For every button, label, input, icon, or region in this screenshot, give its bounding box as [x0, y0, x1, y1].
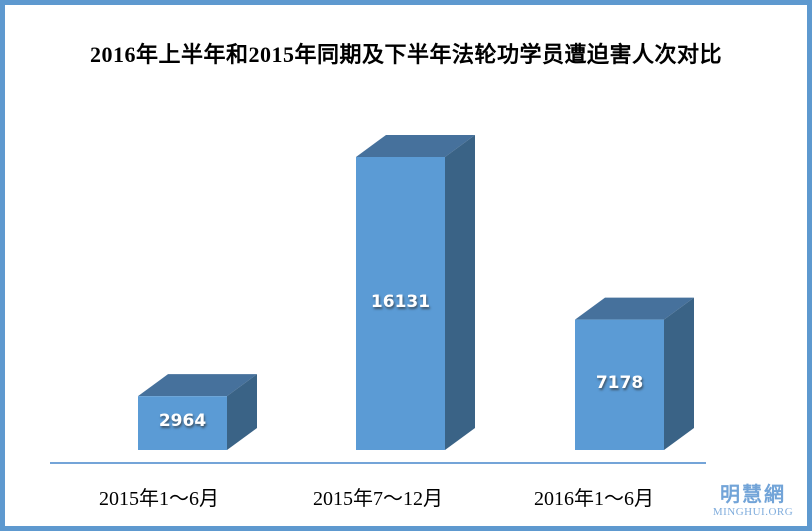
bar-3d-1 — [356, 135, 475, 450]
bar-front-face — [356, 157, 445, 450]
bar-value-label: 16131 — [370, 291, 431, 312]
bar-value-label: 7178 — [595, 372, 644, 393]
bar-top-face — [138, 374, 257, 397]
x-axis-line — [50, 462, 706, 464]
bar-top-face — [356, 135, 475, 157]
bar-3d-2 — [575, 297, 694, 450]
bar-side-face — [227, 374, 257, 450]
x-axis-label-2015-first-half: 2015年1～6月 — [99, 488, 219, 510]
bars-3d-chart — [138, 135, 694, 450]
bar-3d-0 — [138, 374, 257, 450]
minghui-watermark: 明慧網 MINGHUI.ORG — [700, 484, 806, 518]
bar-top-face — [575, 297, 694, 320]
minghui-watermark-chinese: 明慧網 — [720, 482, 786, 506]
bar-front-face — [138, 396, 227, 450]
chart-title: 2016年上半年和2015年同期及下半年法轮功学员遭迫害人次对比 — [89, 42, 722, 67]
minghui-watermark-url: MINGHUI.ORG — [712, 506, 794, 518]
bar-value-label: 2964 — [158, 411, 207, 432]
x-axis-label-2016-first-half: 2016年1～6月 — [534, 488, 654, 510]
bar-front-face — [575, 319, 664, 450]
bar-side-face — [445, 135, 475, 450]
bar-side-face — [664, 297, 694, 450]
x-axis-label-2015-second-half: 2015年7～12月 — [313, 488, 443, 510]
